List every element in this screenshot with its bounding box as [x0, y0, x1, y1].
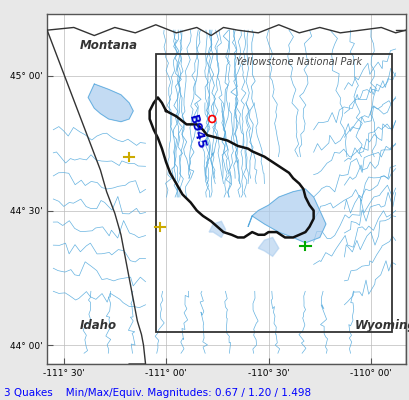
Polygon shape: [209, 221, 225, 238]
Text: Wyoming: Wyoming: [354, 319, 409, 332]
Polygon shape: [88, 84, 133, 122]
Bar: [155, 54, 391, 332]
Point: [208, 116, 215, 122]
Polygon shape: [247, 189, 325, 243]
Polygon shape: [258, 238, 278, 256]
Text: B945: B945: [185, 114, 207, 151]
Text: Montana: Montana: [80, 39, 137, 52]
Text: 3 Quakes    Min/Max/Equiv. Magnitudes: 0.67 / 1.20 / 1.498: 3 Quakes Min/Max/Equiv. Magnitudes: 0.67…: [4, 388, 310, 398]
Text: Yellowstone National Park: Yellowstone National Park: [236, 57, 362, 67]
Text: Idaho: Idaho: [80, 319, 117, 332]
